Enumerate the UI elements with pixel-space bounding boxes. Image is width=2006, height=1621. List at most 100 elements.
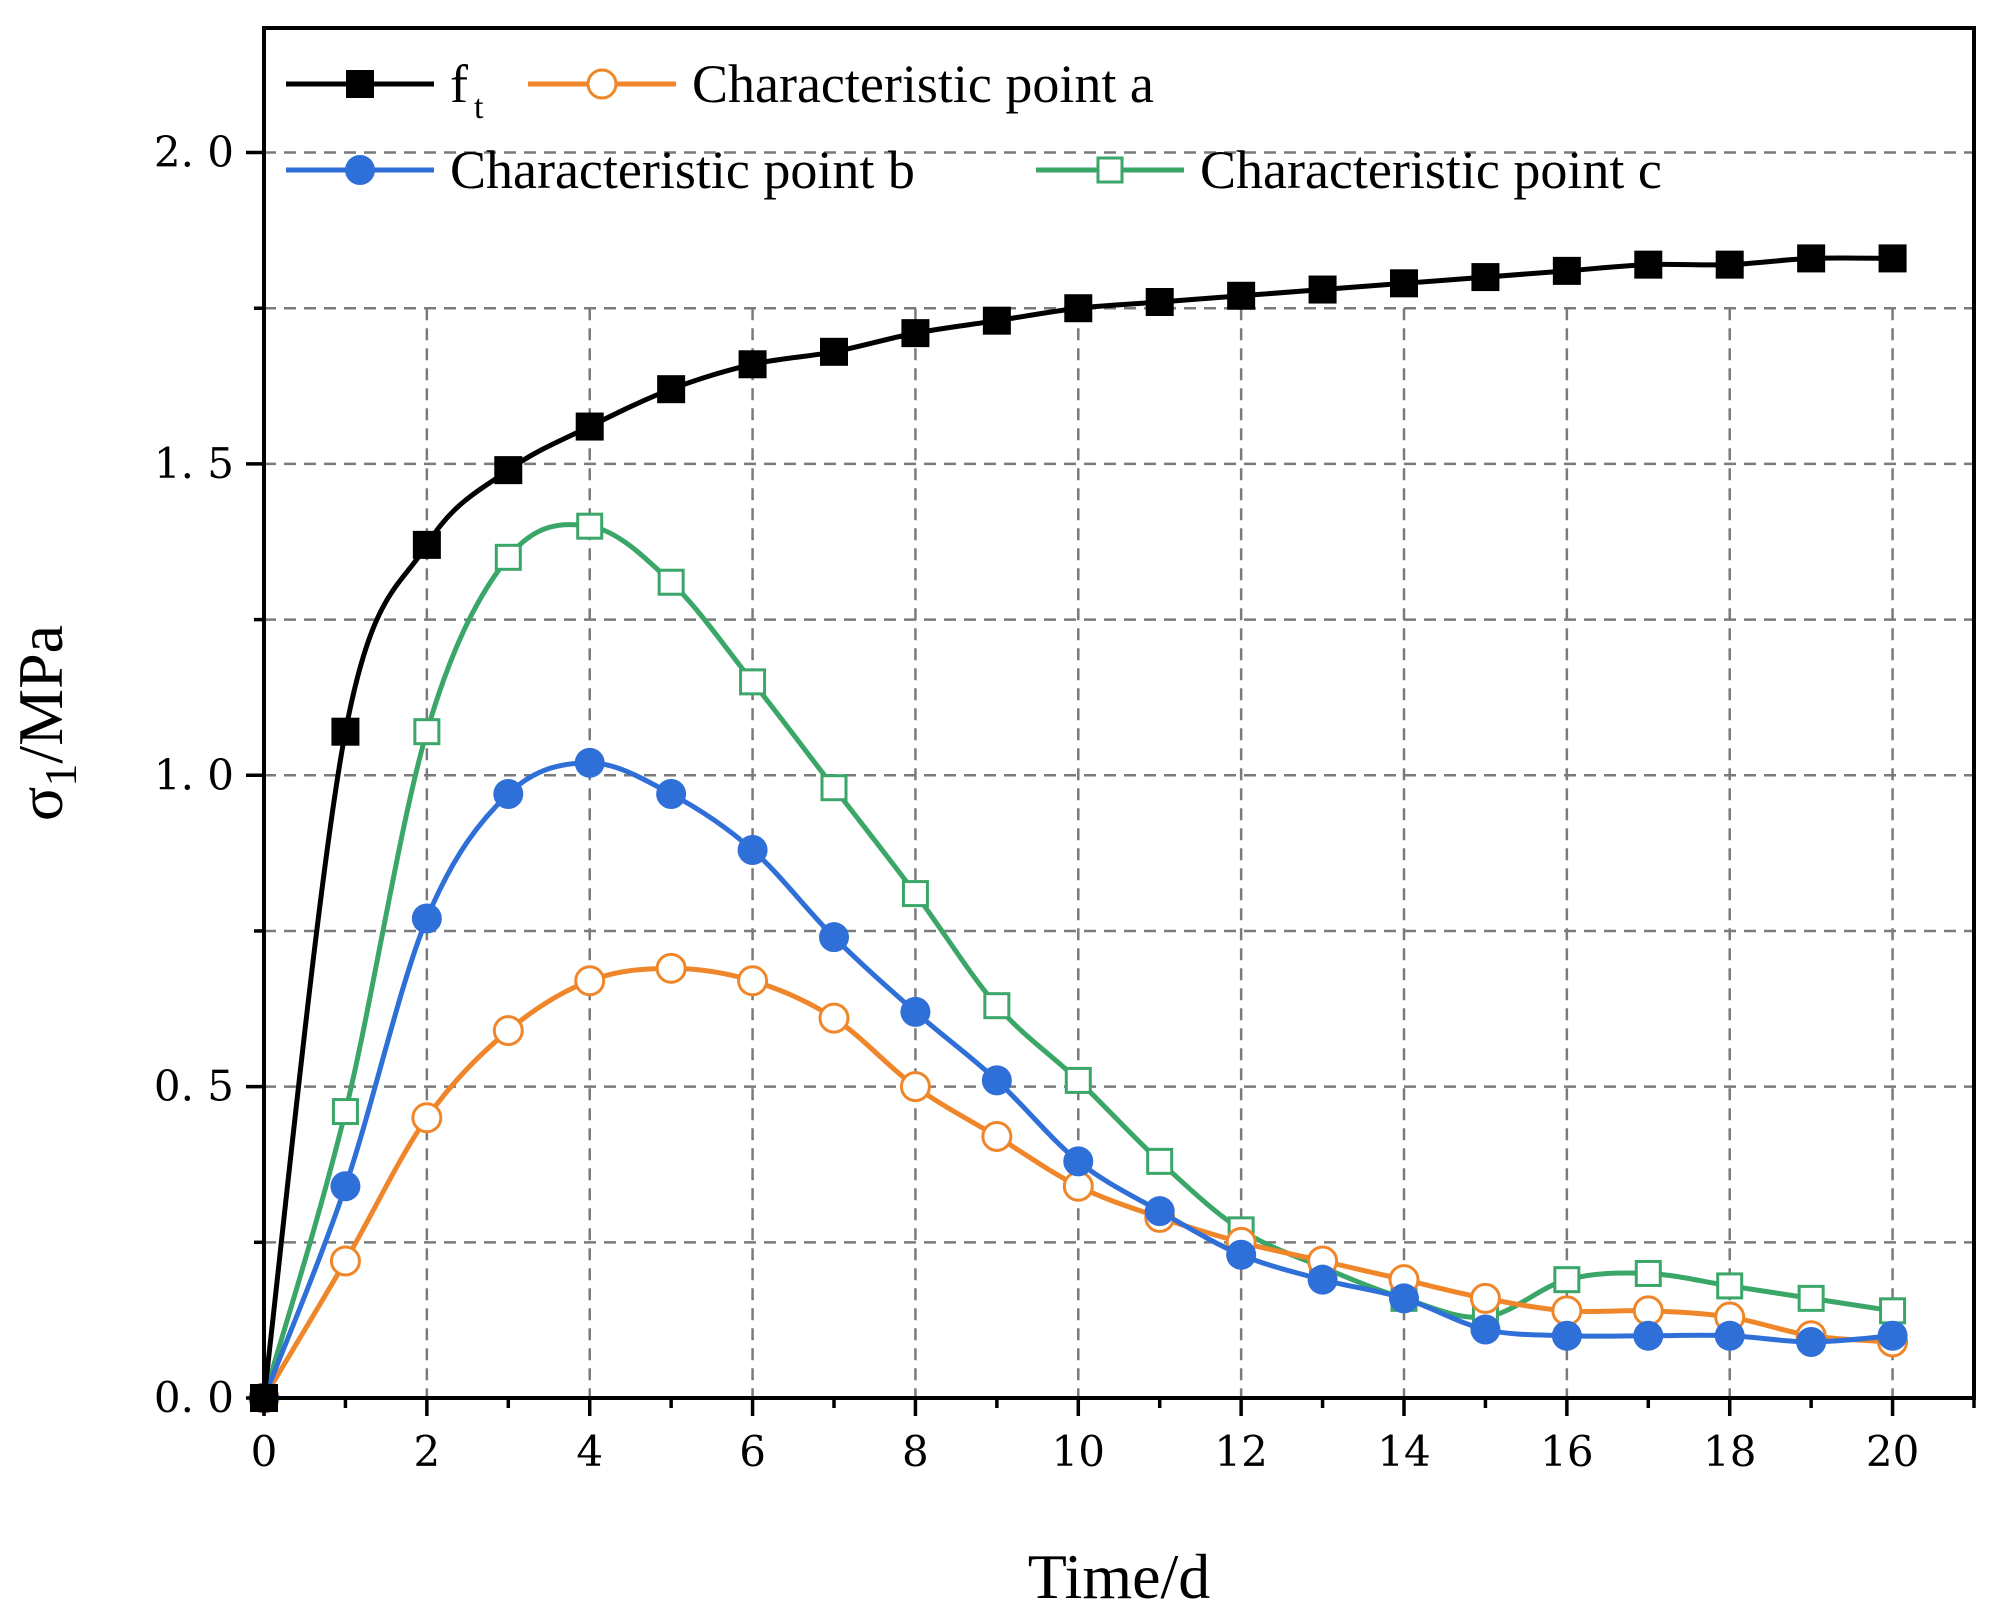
data-point-ft <box>1308 275 1337 304</box>
data-point-characteristic-point-c <box>1634 1259 1662 1287</box>
legend-item-characteristic-point-a: Characteristic point a <box>528 54 1154 114</box>
data-point-characteristic-point-b <box>1796 1326 1827 1357</box>
data-point-characteristic-point-b <box>411 903 442 934</box>
plot-frame <box>262 26 1976 1400</box>
x-tick-label: 12 <box>1214 1427 1267 1476</box>
data-point-characteristic-point-c <box>1879 1297 1907 1325</box>
legend-marker-characteristic-point-c <box>1096 156 1124 184</box>
y-tick-label: 0. 0 <box>154 1373 234 1422</box>
data-point-ft <box>1797 244 1826 273</box>
y-tick-label: 1. 0 <box>154 750 234 799</box>
data-point-ft <box>820 337 848 366</box>
x-tick-label: 0 <box>251 1427 278 1476</box>
data-point-characteristic-point-c <box>494 543 522 571</box>
data-point-characteristic-point-b <box>1633 1320 1664 1351</box>
data-point-characteristic-point-c <box>1716 1272 1744 1300</box>
data-point-characteristic-point-c <box>657 568 685 596</box>
y-axis-title-unit: /MPa <box>5 625 76 764</box>
data-point-ft <box>494 456 523 485</box>
legend-marker-characteristic-point-a <box>586 68 618 100</box>
data-point-characteristic-point-c <box>820 774 848 802</box>
data-point-characteristic-point-c <box>1146 1147 1174 1175</box>
legend: f t Characteristic point a Characteristic p… <box>286 54 1662 200</box>
series-line-characteristic-point-b <box>261 760 1893 1399</box>
data-point-ft <box>1227 281 1256 310</box>
data-point-characteristic-point-a <box>411 1102 443 1134</box>
legend-label-characteristic-point-a: Characteristic point a <box>692 54 1154 114</box>
legend-item-characteristic-point-c: Characteristic point c <box>1036 140 1662 200</box>
series-characteristic-point-b <box>249 747 1908 1413</box>
data-point-characteristic-point-b <box>819 922 849 953</box>
series-layer <box>248 244 1909 1414</box>
data-point-ft <box>1390 269 1418 298</box>
y-tick-label: 0. 5 <box>154 1062 234 1111</box>
data-point-characteristic-point-a <box>574 965 606 997</box>
data-point-characteristic-point-b <box>981 1065 1012 1096</box>
x-tick-label: 4 <box>576 1427 603 1476</box>
data-point-ft <box>657 375 686 404</box>
x-tick-label: 14 <box>1377 1427 1430 1476</box>
y-axis-title-subscript: 1 <box>35 764 86 787</box>
data-point-characteristic-point-c <box>901 880 929 908</box>
data-point-characteristic-point-b <box>330 1171 361 1202</box>
data-point-characteristic-point-a <box>655 952 687 984</box>
x-tick-label: 20 <box>1866 1427 1919 1476</box>
y-axis-title-symbol: σ <box>5 787 76 822</box>
x-tick-label: 10 <box>1052 1427 1105 1476</box>
data-point-characteristic-point-c <box>576 512 604 540</box>
data-point-characteristic-point-a <box>737 965 769 997</box>
y-tick-label: 1. 5 <box>154 439 234 488</box>
data-point-ft <box>1634 250 1663 279</box>
data-point-characteristic-point-b <box>1063 1146 1094 1177</box>
data-point-characteristic-point-a <box>1469 1282 1501 1314</box>
data-point-characteristic-point-c <box>739 668 767 696</box>
legend-marker-ft <box>346 70 374 98</box>
data-point-characteristic-point-b <box>1714 1320 1745 1351</box>
data-point-characteristic-point-b <box>737 835 768 865</box>
data-point-characteristic-point-a <box>1551 1295 1583 1327</box>
data-point-ft <box>1064 294 1093 323</box>
data-point-characteristic-point-b <box>574 747 605 778</box>
data-point-characteristic-point-c <box>1064 1066 1092 1094</box>
data-point-characteristic-point-a <box>981 1120 1013 1152</box>
x-tick-label: 18 <box>1703 1427 1756 1476</box>
series-ft <box>250 244 1907 1412</box>
data-point-characteristic-point-b <box>1551 1320 1582 1351</box>
data-point-ft <box>1715 250 1744 279</box>
data-point-ft <box>1552 256 1581 285</box>
data-point-characteristic-point-a <box>899 1071 931 1103</box>
x-tick-label: 2 <box>413 1427 440 1476</box>
legend-label-characteristic-point-c: Characteristic point c <box>1200 140 1662 200</box>
data-point-characteristic-point-b <box>493 778 524 809</box>
legend-item-characteristic-point-b: Characteristic point b <box>286 140 915 200</box>
data-point-characteristic-point-c <box>1553 1266 1581 1294</box>
axis-ticks: 0 2 4 6 8 10 12 14 16 18 20 0. 0 0. 5 1. 0 1. 5 2. 0 <box>154 128 1976 1476</box>
legend-label-characteristic-point-b: Characteristic point b <box>450 140 915 200</box>
data-point-characteristic-point-b <box>1389 1283 1419 1314</box>
data-point-characteristic-point-b <box>1144 1196 1175 1227</box>
data-point-characteristic-point-b <box>1226 1239 1257 1270</box>
data-point-ft <box>1471 263 1500 292</box>
legend-label-subscript-ft: t <box>474 89 484 126</box>
data-point-characteristic-point-b <box>1307 1264 1338 1295</box>
x-tick-label: 6 <box>739 1427 766 1476</box>
x-axis-title: Time/d <box>1028 1541 1211 1612</box>
data-point-ft <box>575 412 604 441</box>
data-point-ft <box>1878 244 1907 273</box>
x-tick-label: 16 <box>1540 1427 1593 1476</box>
grid-lines <box>264 151 1974 1398</box>
data-point-characteristic-point-a <box>1632 1295 1664 1327</box>
legend-marker-characteristic-point-b <box>345 155 375 185</box>
data-point-characteristic-point-c <box>413 718 441 746</box>
data-point-ft <box>982 306 1011 335</box>
data-point-ft <box>738 350 767 379</box>
data-point-characteristic-point-c <box>1797 1284 1825 1312</box>
data-point-characteristic-point-b <box>656 778 687 809</box>
y-tick-label: 2. 0 <box>154 128 234 177</box>
data-point-characteristic-point-b <box>1470 1314 1501 1345</box>
data-point-characteristic-point-a <box>492 1015 524 1047</box>
data-point-characteristic-point-a <box>818 1002 850 1034</box>
